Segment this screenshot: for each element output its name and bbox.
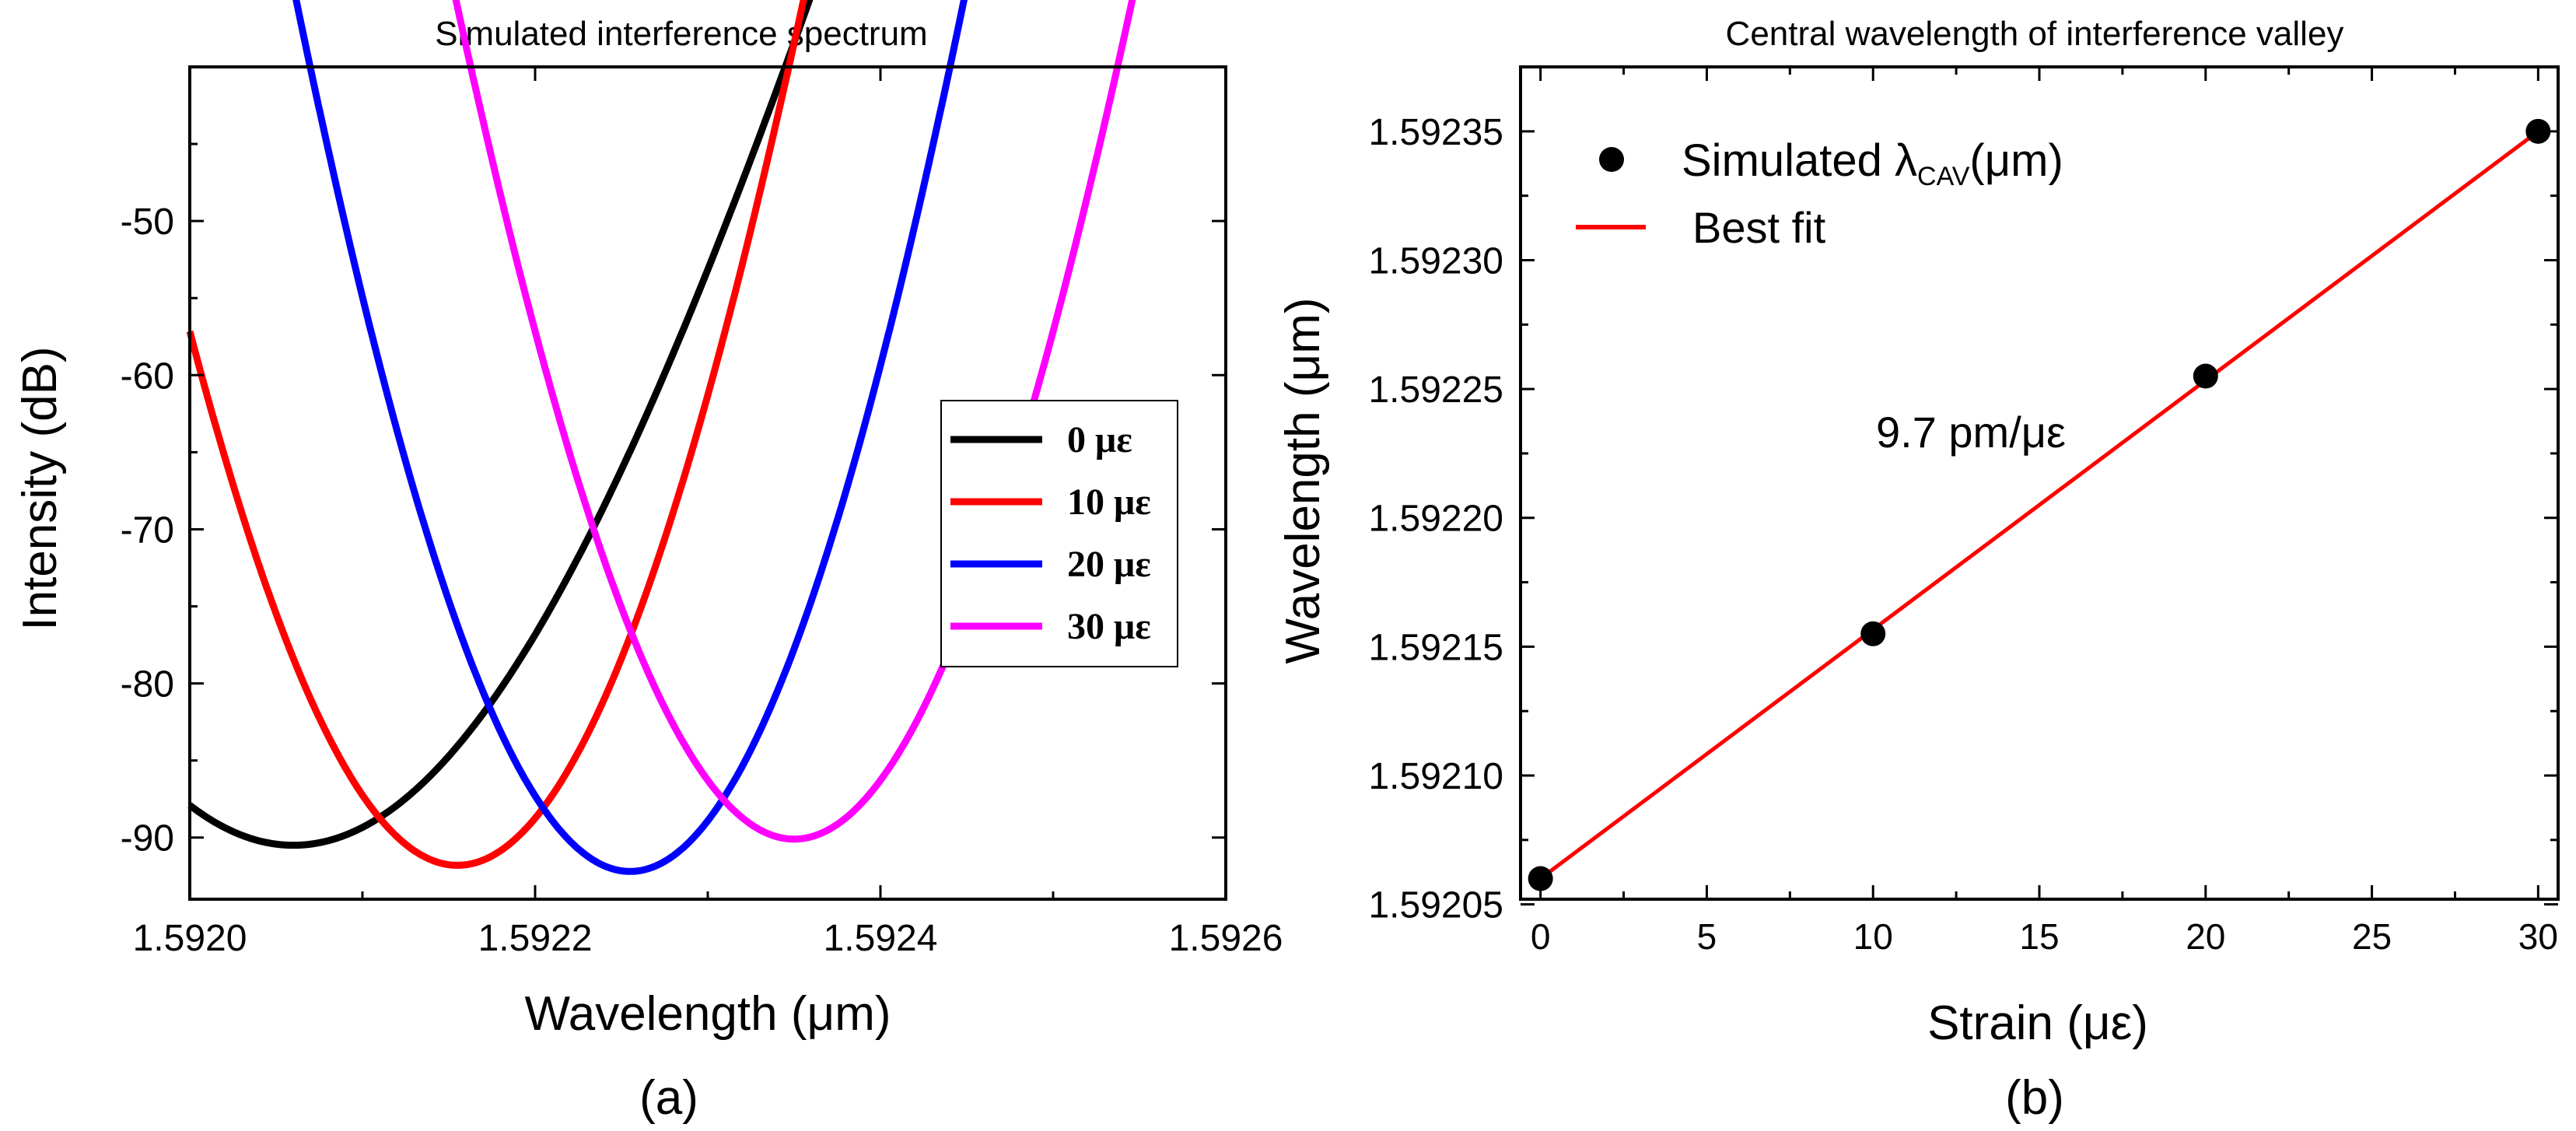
spectrum-panel: Simulated interference spectrum 1.5920 1.… bbox=[13, 0, 1283, 1125]
spectrum-ticks: 1.5920 1.5922 1.5924 1.5926 -90 -80 -70 -60 -50 bbox=[121, 67, 1283, 959]
legend-label-30: 30 με bbox=[1067, 606, 1151, 647]
y-tick-label: -70 bbox=[121, 509, 174, 551]
y-tick-label: 1.59220 bbox=[1368, 499, 1503, 540]
spectrum-y-axis-label: Intensity (dB) bbox=[13, 346, 67, 630]
series-line-0 bbox=[187, 0, 814, 849]
strain-panel-label: (b) bbox=[2005, 1071, 2064, 1125]
x-tick-label: 1.5924 bbox=[824, 918, 938, 959]
spectrum-title: Simulated interference spectrum bbox=[435, 15, 927, 53]
x-tick-label: 0 bbox=[1531, 916, 1551, 957]
x-tick-label: 25 bbox=[2352, 916, 2392, 957]
data-point bbox=[1860, 621, 1886, 646]
x-tick-label: 20 bbox=[2186, 916, 2225, 957]
data-point bbox=[2525, 118, 2551, 144]
legend-label-10: 10 με bbox=[1067, 481, 1151, 523]
series-line-20 bbox=[292, 0, 968, 875]
x-tick-label: 30 bbox=[2518, 916, 2558, 957]
y-tick-label: 1.59215 bbox=[1368, 627, 1503, 668]
strain-plot-frame bbox=[1519, 65, 2560, 901]
spectrum-panel-label: (a) bbox=[639, 1071, 698, 1125]
strain-panel: Central wavelength of interference valle… bbox=[1276, 15, 2560, 1125]
y-tick-label: -80 bbox=[121, 664, 174, 706]
y-tick-label: 1.59230 bbox=[1368, 240, 1503, 282]
x-tick-label: 10 bbox=[1853, 916, 1893, 957]
spectrum-legend-frame bbox=[940, 400, 1178, 667]
legend-marker-simulated bbox=[1599, 147, 1624, 172]
series-line-30 bbox=[452, 0, 1136, 843]
x-tick-label: 5 bbox=[1697, 916, 1717, 957]
x-tick-label: 1.5920 bbox=[133, 918, 247, 959]
legend-label-simulated: Simulated λCAV(μm) bbox=[1682, 135, 2063, 191]
y-tick-label: -50 bbox=[121, 201, 174, 243]
spectrum-legend: 0 με 10 με 20 με 30 με bbox=[940, 400, 1178, 667]
data-point bbox=[1528, 866, 1553, 891]
spectrum-x-axis-label: Wavelength (μm) bbox=[525, 987, 891, 1041]
spectrum-series-group bbox=[186, 0, 1136, 875]
x-tick-label: 1.5922 bbox=[478, 918, 593, 959]
y-tick-label: -60 bbox=[121, 355, 174, 397]
y-tick-label: 1.59210 bbox=[1368, 756, 1503, 797]
strain-y-axis-label: Wavelength (μm) bbox=[1276, 298, 1330, 664]
strain-annotation: 9.7 pm/με bbox=[1876, 408, 2066, 457]
legend-label-0: 0 με bbox=[1067, 419, 1132, 460]
best-fit-line bbox=[1539, 129, 2539, 881]
x-tick-label: 1.5926 bbox=[1169, 918, 1283, 959]
y-tick-label: -90 bbox=[121, 818, 174, 860]
legend-label-20: 20 με bbox=[1067, 544, 1151, 585]
strain-ticks: 0 5 10 15 20 25 30 1.59205 1.59210 1.59215 1.59220… bbox=[1368, 67, 2558, 957]
y-tick-label: 1.59235 bbox=[1368, 112, 1503, 153]
legend-label-best-fit: Best fit bbox=[1692, 203, 1826, 252]
y-tick-label: 1.59205 bbox=[1368, 885, 1503, 926]
series-line-10 bbox=[186, 0, 807, 869]
strain-title: Central wavelength of interference valle… bbox=[1726, 15, 2344, 53]
strain-x-axis-label: Strain (με) bbox=[1927, 996, 2148, 1050]
y-tick-label: 1.59225 bbox=[1368, 369, 1503, 411]
data-point bbox=[2193, 363, 2218, 389]
strain-legend: Simulated λCAV(μm) Best fit bbox=[1576, 135, 2063, 252]
strain-series-group bbox=[1528, 118, 2551, 891]
x-tick-label: 15 bbox=[2019, 916, 2059, 957]
